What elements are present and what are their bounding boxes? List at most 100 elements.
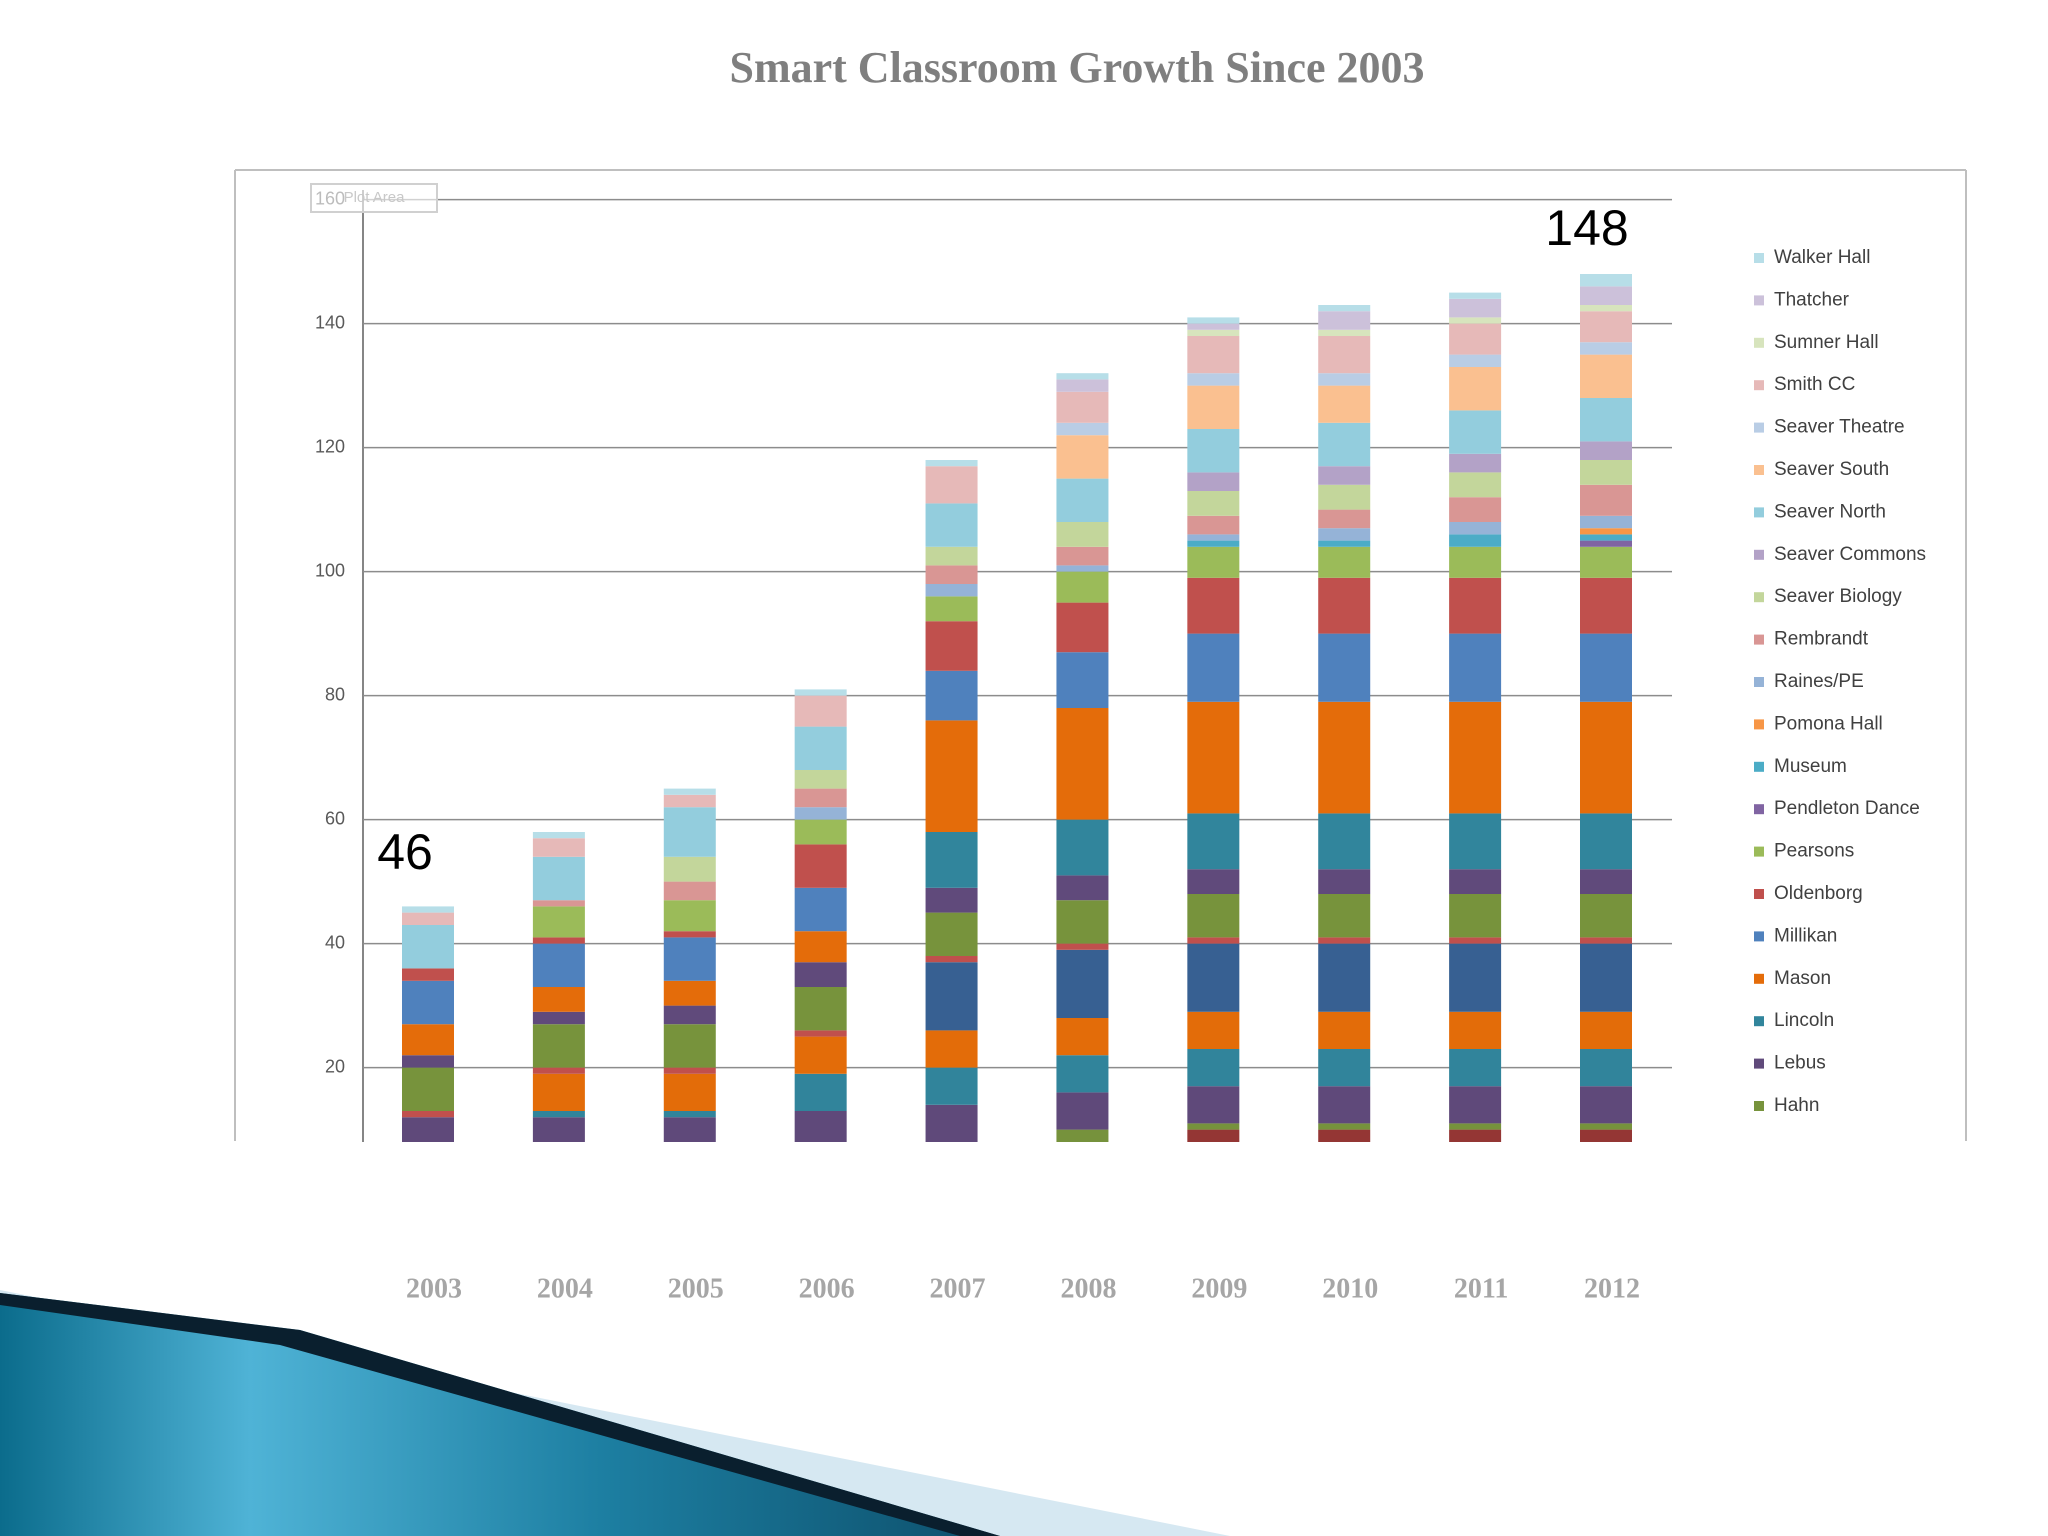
bar-segment	[925, 546, 978, 566]
legend-swatch	[1754, 295, 1764, 306]
bar-segment	[402, 906, 454, 913]
bar-segment	[1187, 534, 1240, 541]
bar-segment	[1449, 943, 1502, 1012]
bar-segment	[1318, 305, 1371, 312]
legend-label: Sumner Hall	[1774, 332, 1879, 353]
bars	[402, 274, 1632, 1142]
bar-segment	[402, 1067, 454, 1111]
bar-segment	[1187, 1129, 1240, 1142]
bar-segment	[1187, 472, 1240, 491]
bar-segment	[925, 460, 978, 467]
legend-swatch	[1754, 380, 1764, 391]
bar-segment	[1187, 1086, 1240, 1124]
bar-segment	[1449, 298, 1502, 318]
bar-segment	[1187, 515, 1240, 535]
bar-segment	[1318, 422, 1371, 467]
bar-segment	[794, 726, 847, 770]
bar-segment	[1449, 546, 1502, 578]
bar-segment	[925, 1104, 978, 1142]
bar-segment	[532, 838, 585, 857]
legend-swatch	[1754, 592, 1764, 603]
bar-segment	[1056, 652, 1109, 708]
legend-swatch	[1754, 253, 1764, 263]
bar-segment	[925, 596, 978, 622]
bar-segment	[1318, 546, 1371, 578]
legend-swatch	[1754, 1016, 1764, 1027]
bar-segment	[925, 621, 978, 671]
bar-segment	[532, 900, 585, 907]
y-tick-label: 40	[325, 932, 345, 952]
bar-segment	[532, 1117, 585, 1142]
legend-swatch	[1754, 465, 1764, 475]
swoosh-edge	[0, 1293, 1000, 1536]
bar-segment	[794, 931, 847, 963]
bar-segment	[1187, 385, 1240, 429]
legend-swatch	[1754, 973, 1764, 984]
y-tick-label: 100	[315, 560, 345, 580]
bar-segment	[1318, 528, 1371, 541]
x-tick-label: 2010	[1322, 1273, 1378, 1304]
bar-segment	[402, 1055, 454, 1068]
bar-segment	[1318, 894, 1371, 938]
x-tick-label: 2009	[1191, 1273, 1247, 1304]
bar-segment	[1187, 633, 1240, 702]
bar-segment	[1187, 1049, 1240, 1087]
bar-segment	[1318, 484, 1371, 510]
bar-segment	[925, 962, 978, 1031]
bar-segment	[794, 844, 847, 888]
bar-segment	[663, 1005, 716, 1025]
legend-label: Thatcher	[1774, 289, 1850, 310]
bar-segment	[1580, 342, 1632, 355]
bar-segment	[1580, 1086, 1632, 1124]
bar-segment	[1580, 1129, 1632, 1142]
bar-segment	[1580, 274, 1632, 287]
bar-segment	[1187, 323, 1240, 330]
bar-segment	[1449, 1129, 1502, 1142]
bar-segment	[1449, 522, 1502, 535]
legend-label: Millikan	[1774, 925, 1837, 946]
bar-segment	[794, 770, 847, 789]
bar-segment	[794, 807, 847, 820]
bar-segment	[1449, 813, 1502, 870]
bar-segment	[532, 856, 585, 901]
bar-segment	[1187, 813, 1240, 870]
bar-segment	[1056, 373, 1109, 380]
bar-segment	[1056, 602, 1109, 653]
legend-label: Raines/PE	[1774, 671, 1864, 692]
bar-segment	[1318, 1086, 1371, 1124]
bar-segment	[532, 937, 585, 944]
bar-segment	[1449, 701, 1502, 814]
bar-segment	[1580, 540, 1632, 547]
bar-segment	[925, 956, 978, 963]
bar-segment	[663, 1111, 716, 1118]
bar-segment	[1580, 528, 1632, 535]
bar-segment	[402, 925, 454, 969]
legend-label: Seaver Theatre	[1774, 417, 1905, 438]
bar-segment	[402, 1024, 454, 1056]
bar-segment	[1187, 577, 1240, 634]
x-tick-label: 2005	[668, 1273, 724, 1304]
bar-segment	[1056, 943, 1109, 950]
labels: 2040608010012014016020032004200520062007…	[315, 188, 1640, 1304]
bar-segment	[1056, 708, 1109, 820]
bar-segment	[1318, 373, 1371, 386]
legend-swatch	[1754, 507, 1764, 518]
bar-segment	[1056, 478, 1109, 522]
bar-segment	[794, 819, 847, 845]
bar-segment	[1318, 813, 1371, 870]
bar-segment	[925, 1030, 978, 1068]
x-tick-label: 2003	[406, 1273, 462, 1304]
bar-segment	[1056, 900, 1109, 944]
legend-swatch	[1754, 931, 1764, 942]
bar-segment	[663, 807, 716, 857]
bar-segment	[1056, 949, 1109, 1018]
bar-segment	[1449, 894, 1502, 938]
bar-segment	[1056, 1092, 1109, 1130]
legend-swatch	[1754, 634, 1764, 645]
bar-segment	[663, 794, 716, 808]
bar-segment	[532, 1011, 585, 1025]
legend-label: Seaver South	[1774, 459, 1889, 480]
bar-segment	[1449, 869, 1502, 894]
bar-segment	[1056, 435, 1109, 479]
bar-segment	[663, 1117, 716, 1142]
